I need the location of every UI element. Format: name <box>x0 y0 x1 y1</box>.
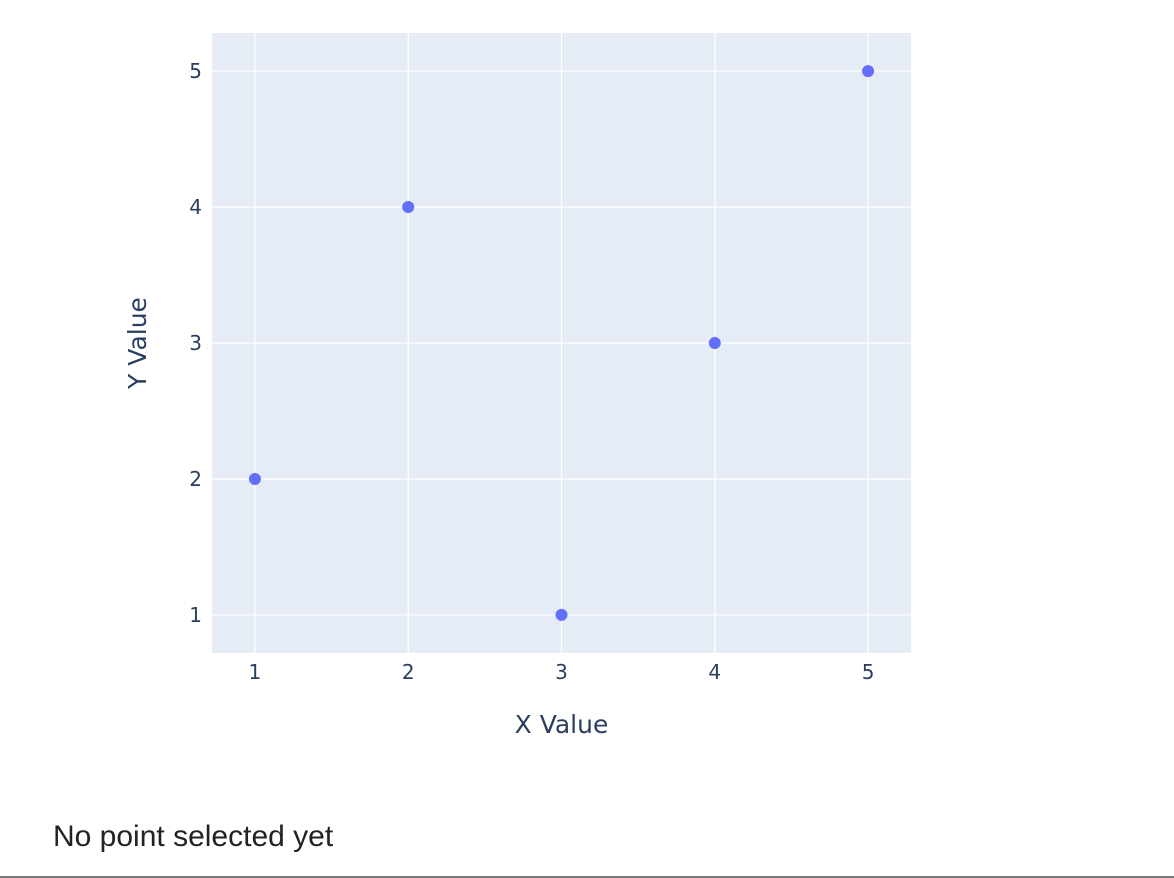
data-points[interactable] <box>248 65 875 621</box>
scatter-chart[interactable]: 1 2 3 4 5 1 2 3 4 5 X Value Y Value <box>0 0 1174 800</box>
bottom-divider <box>0 876 1174 878</box>
data-point[interactable] <box>402 201 415 214</box>
y-tick-label: 2 <box>189 467 202 491</box>
x-tick-label: 1 <box>249 660 262 684</box>
x-tick-label: 4 <box>708 660 721 684</box>
y-tick-label: 5 <box>189 59 202 83</box>
data-point[interactable] <box>862 65 875 78</box>
x-axis-title: X Value <box>515 710 609 739</box>
data-point[interactable] <box>708 337 721 349</box>
y-axis-title: Y Value <box>123 297 152 390</box>
x-tick-label: 2 <box>402 660 415 684</box>
x-tick-label: 5 <box>862 660 875 684</box>
x-tick-label: 3 <box>555 660 568 684</box>
y-tick-label: 3 <box>189 331 202 355</box>
x-tick-labels: 1 2 3 4 5 <box>249 660 875 684</box>
y-tick-label: 1 <box>189 603 202 627</box>
selection-status-text: No point selected yet <box>53 820 334 853</box>
data-point[interactable] <box>248 472 261 485</box>
y-tick-label: 4 <box>189 195 202 219</box>
data-point[interactable] <box>555 608 568 621</box>
y-tick-labels: 1 2 3 4 5 <box>189 59 202 627</box>
